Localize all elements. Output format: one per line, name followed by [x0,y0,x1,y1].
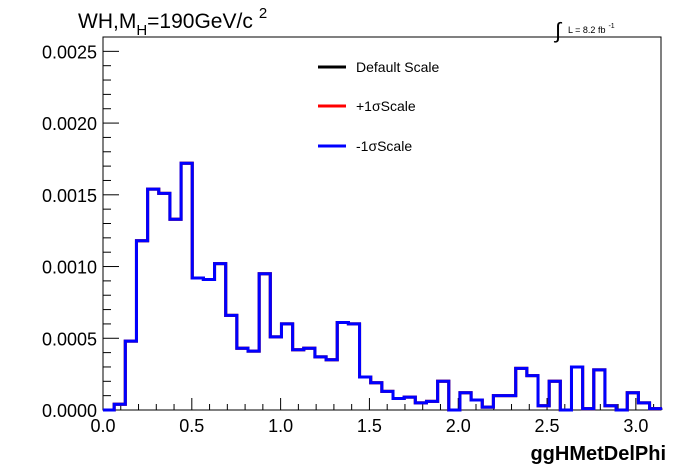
title-subscript: H [136,22,147,39]
lumi-label: L = 8.2 fb -1 [568,23,615,35]
legend-label-plus: +1σScale [356,98,416,114]
x-tick-label: 3.0 [623,416,648,436]
lumi-integral-symbol: ∫ [553,18,563,43]
series-line-2 [103,161,663,412]
series-layer [103,161,663,412]
x-tick-label: 0.5 [179,416,204,436]
x-axis-title: ggHMetDelPhi [530,443,666,465]
y-tick-label: 0.0015 [42,186,97,206]
y-tick-label: 0.0000 [42,401,97,421]
x-tick-label: 2.5 [535,416,560,436]
x-tick-label: 1.5 [357,416,382,436]
title-main: WH,M [78,10,136,33]
legend-label-default: Default Scale [356,59,439,75]
legend-label-minus: -1σScale [356,138,412,154]
title-superscript: 2 [259,5,267,22]
title-rest: =190GeV/c [147,10,253,33]
axes: 0.0 0.5 1.0 1.5 2.0 2.5 3.0 0.0000 0.0005 0.0010 0… [42,36,655,436]
y-tick-label: 0.0025 [42,42,97,62]
y-tick-label: 0.0020 [42,114,97,134]
x-tick-label: 1.0 [268,416,293,436]
plot-title: WH,MH=190GeV/c 2 [78,5,267,39]
y-tick-label: 0.0005 [42,329,97,349]
y-tick-label: 0.0010 [42,258,97,278]
x-tick-label: 2.0 [446,416,471,436]
x-tick-label: 0.0 [90,416,115,436]
lumi-superscript: -1 [608,23,614,30]
lumi-text: L = 8.2 fb [568,25,605,35]
legend: Default Scale +1σScale -1σScale [318,59,439,154]
